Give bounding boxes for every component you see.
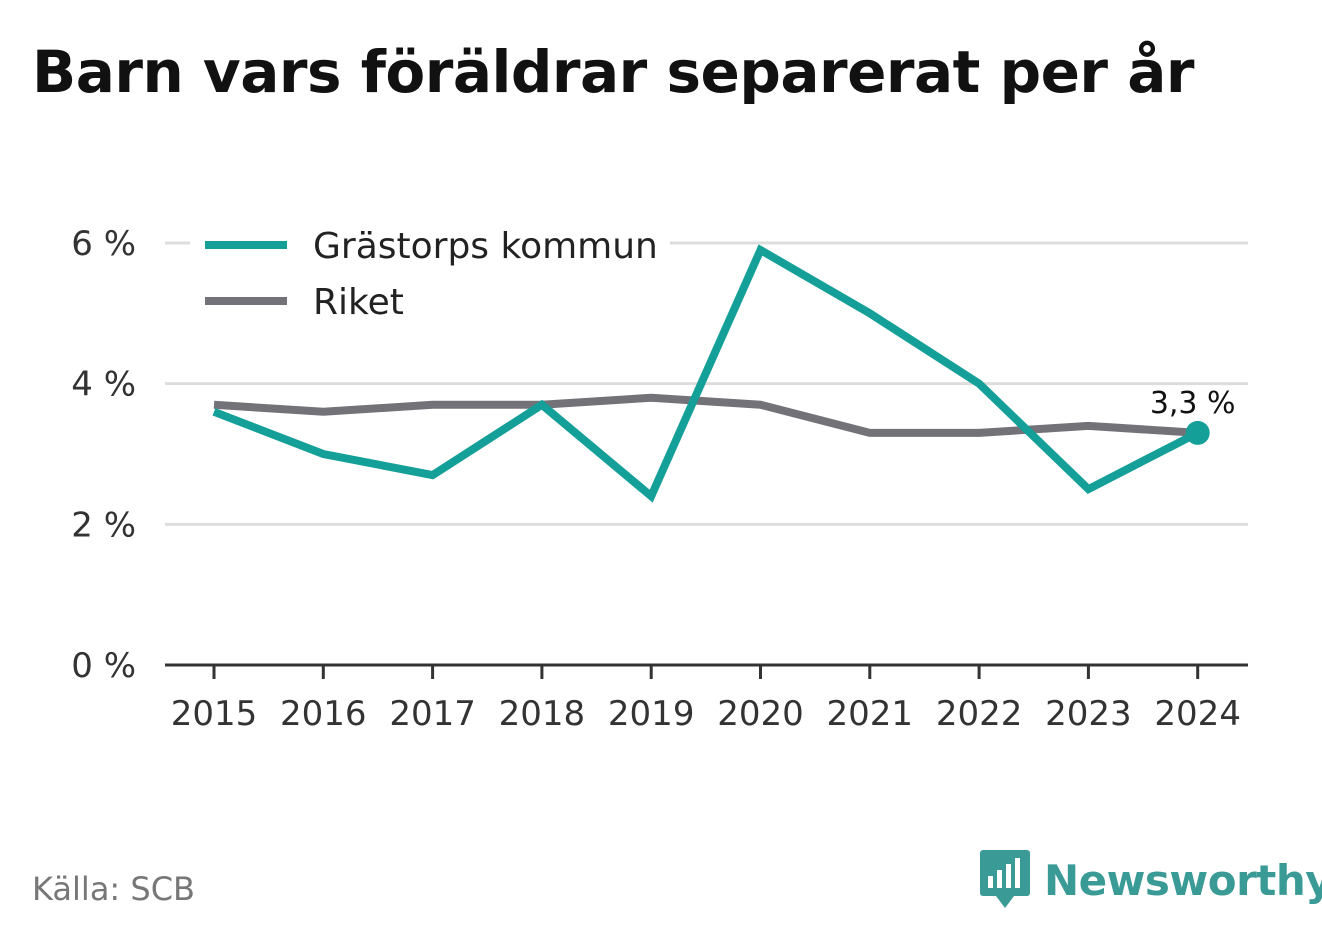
x-tick-label-2022: 2022	[936, 694, 1023, 734]
x-tick-label-2016: 2016	[280, 694, 367, 734]
y-axis-ticks: 0 % 2 % 4 % 6 %	[71, 224, 136, 686]
series-line-riket	[213, 393, 1198, 437]
x-tick-label-2015: 2015	[171, 694, 258, 734]
annotation: 3,3 %	[1147, 383, 1239, 445]
legend-label-riket: Riket	[313, 282, 404, 323]
legend-background	[190, 218, 670, 328]
brand-logo: Newsworthy	[980, 850, 1322, 910]
x-tick-label-2019: 2019	[608, 694, 695, 734]
y-tick-label-4: 4 %	[71, 365, 136, 405]
last-point-label: 3,3 %	[1150, 386, 1236, 421]
series-line-grastorp	[212, 244, 1200, 503]
newsworthy-logo-icon	[980, 850, 1030, 908]
legend-label-grastorp: Grästorps kommun	[313, 226, 658, 267]
legend: Grästorps kommun Riket	[190, 218, 670, 328]
x-axis-ticks: 2015 2016 2017 2018 2019 2020 2021 2022 2023 2024	[171, 665, 1241, 734]
y-tick-label-2: 2 %	[71, 505, 136, 545]
x-tick-label-2018: 2018	[499, 694, 586, 734]
source-note: Källa: SCB	[32, 870, 195, 908]
x-tick-label-2023: 2023	[1045, 694, 1132, 734]
x-tick-label-2020: 2020	[717, 694, 804, 734]
y-tick-label-0: 0 %	[71, 646, 136, 686]
x-tick-label-2021: 2021	[827, 694, 914, 734]
chart-title: Barn vars föräldrar separerat per år	[32, 38, 1194, 106]
x-tick-label-2024: 2024	[1154, 694, 1241, 734]
y-tick-label-6: 6 %	[71, 224, 136, 264]
series-lines	[212, 244, 1200, 503]
last-point-marker	[1185, 420, 1210, 445]
brand-name: Newsworthy	[1044, 855, 1322, 905]
x-tick-label-2017: 2017	[389, 694, 476, 734]
